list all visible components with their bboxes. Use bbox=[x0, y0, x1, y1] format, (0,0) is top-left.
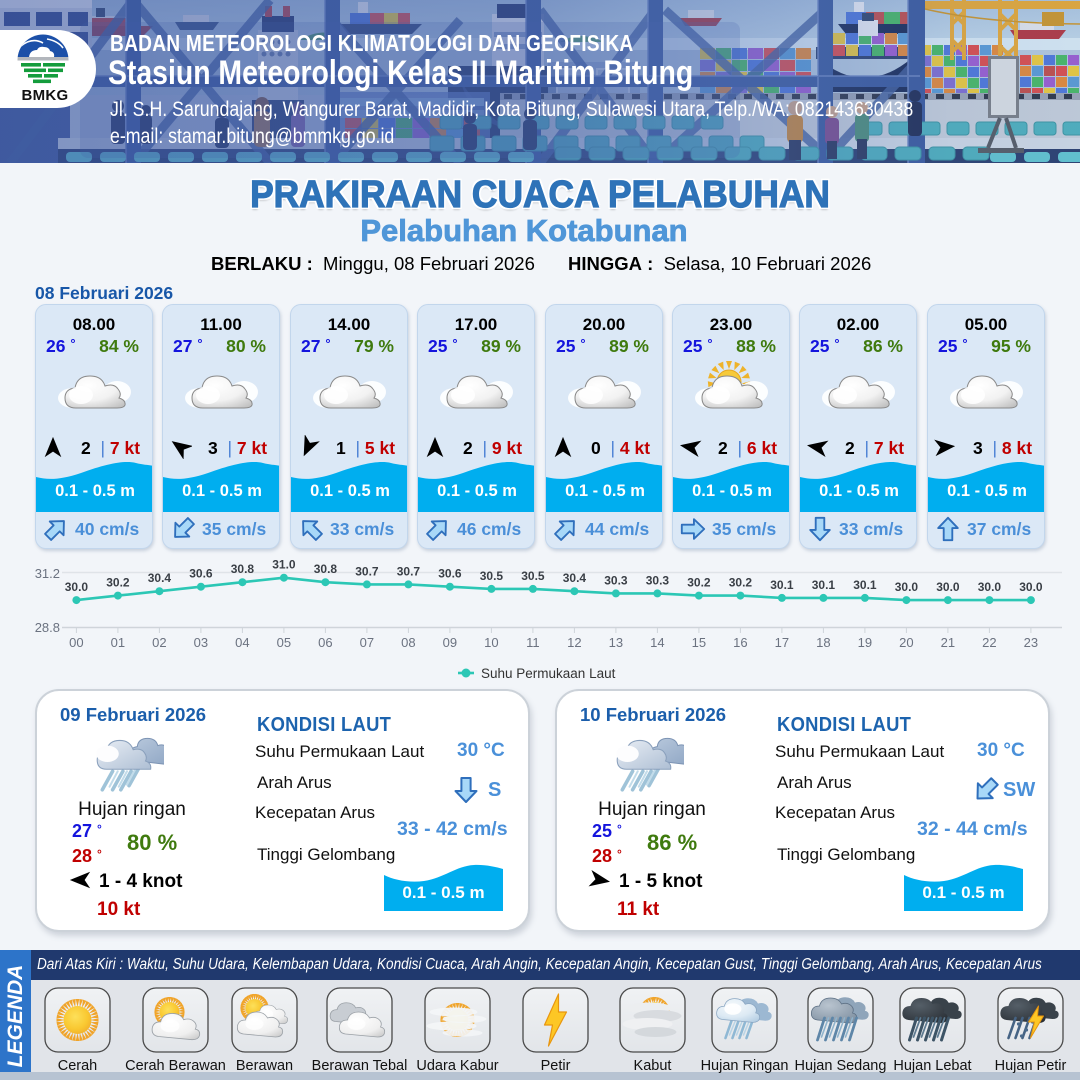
svg-text:30.0: 30.0 bbox=[65, 580, 89, 594]
svg-text:30.2: 30.2 bbox=[729, 576, 753, 590]
svg-text:31.2: 31.2 bbox=[35, 566, 60, 581]
svg-text:16: 16 bbox=[733, 635, 747, 650]
svg-text:30.5: 30.5 bbox=[480, 569, 504, 583]
svg-text:09: 09 bbox=[443, 635, 457, 650]
svg-text:03: 03 bbox=[194, 635, 208, 650]
svg-text:30.0: 30.0 bbox=[895, 580, 919, 594]
svg-text:30.0: 30.0 bbox=[978, 580, 1002, 594]
svg-text:30.2: 30.2 bbox=[106, 576, 130, 590]
svg-text:30.2: 30.2 bbox=[687, 576, 711, 590]
svg-text:Cerah Berawan: Cerah Berawan bbox=[125, 1058, 226, 1074]
svg-text:18: 18 bbox=[816, 635, 830, 650]
svg-text:17: 17 bbox=[775, 635, 789, 650]
svg-text:02: 02 bbox=[152, 635, 166, 650]
svg-text:Berawan Tebal: Berawan Tebal bbox=[312, 1058, 408, 1074]
svg-text:30.3: 30.3 bbox=[646, 573, 670, 587]
svg-text:Hujan Sedang: Hujan Sedang bbox=[795, 1058, 887, 1074]
svg-text:13: 13 bbox=[609, 635, 623, 650]
svg-text:14: 14 bbox=[650, 635, 664, 650]
svg-text:30.7: 30.7 bbox=[355, 564, 379, 578]
svg-text:22: 22 bbox=[982, 635, 996, 650]
svg-text:30.8: 30.8 bbox=[231, 562, 255, 576]
svg-text:Berawan: Berawan bbox=[236, 1058, 293, 1074]
svg-text:30.4: 30.4 bbox=[563, 571, 587, 585]
svg-text:30.6: 30.6 bbox=[189, 567, 213, 581]
svg-text:01: 01 bbox=[111, 635, 125, 650]
svg-text:30.0: 30.0 bbox=[1019, 580, 1043, 594]
svg-text:19: 19 bbox=[858, 635, 872, 650]
svg-text:30.1: 30.1 bbox=[812, 578, 836, 592]
svg-text:Hujan Petir: Hujan Petir bbox=[995, 1058, 1067, 1074]
svg-text:Hujan Lebat: Hujan Lebat bbox=[893, 1058, 971, 1074]
svg-text:20: 20 bbox=[899, 635, 913, 650]
svg-text:12: 12 bbox=[567, 635, 581, 650]
svg-text:30.1: 30.1 bbox=[853, 578, 877, 592]
svg-text:05: 05 bbox=[277, 635, 291, 650]
svg-text:11: 11 bbox=[526, 635, 540, 650]
svg-text:08: 08 bbox=[401, 635, 415, 650]
svg-text:Kabut: Kabut bbox=[634, 1058, 672, 1074]
svg-text:04: 04 bbox=[235, 635, 249, 650]
svg-text:30.4: 30.4 bbox=[148, 571, 172, 585]
svg-text:00: 00 bbox=[69, 635, 83, 650]
svg-text:Hujan Ringan: Hujan Ringan bbox=[701, 1058, 789, 1074]
svg-text:23: 23 bbox=[1024, 635, 1038, 650]
svg-text:Cerah: Cerah bbox=[58, 1058, 98, 1074]
svg-text:Udara Kabur: Udara Kabur bbox=[416, 1058, 498, 1074]
svg-text:Petir: Petir bbox=[541, 1058, 571, 1074]
svg-text:10: 10 bbox=[484, 635, 498, 650]
svg-text:21: 21 bbox=[941, 635, 955, 650]
svg-text:31.0: 31.0 bbox=[272, 558, 296, 572]
svg-text:30.6: 30.6 bbox=[438, 567, 462, 581]
svg-text:28.8: 28.8 bbox=[35, 620, 60, 635]
svg-text:06: 06 bbox=[318, 635, 332, 650]
svg-text:30.3: 30.3 bbox=[604, 573, 628, 587]
svg-text:07: 07 bbox=[360, 635, 374, 650]
svg-text:30.5: 30.5 bbox=[521, 569, 545, 583]
svg-text:30.0: 30.0 bbox=[936, 580, 960, 594]
svg-text:30.7: 30.7 bbox=[397, 564, 421, 578]
svg-text:30.1: 30.1 bbox=[770, 578, 794, 592]
svg-text:15: 15 bbox=[692, 635, 706, 650]
svg-text:Suhu Permukaan Laut: Suhu Permukaan Laut bbox=[481, 666, 616, 681]
svg-text:30.8: 30.8 bbox=[314, 562, 338, 576]
